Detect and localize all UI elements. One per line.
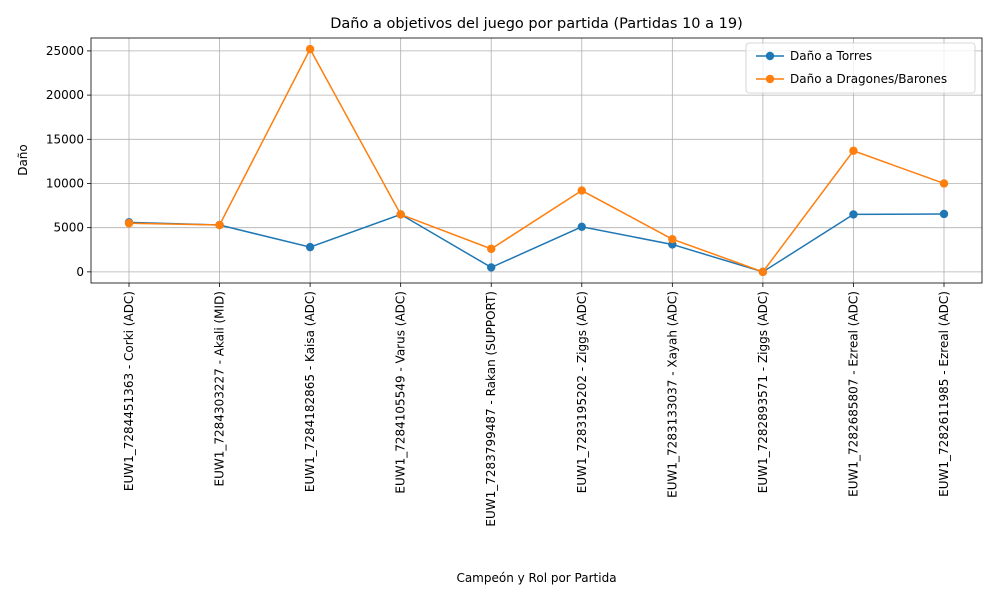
legend-box <box>745 42 976 94</box>
data-point <box>849 210 858 219</box>
y-axis-label: Daño <box>16 144 30 176</box>
data-point <box>577 186 586 195</box>
series-2 <box>124 44 949 277</box>
legend-label: Daño a Dragones/Barones <box>790 72 947 86</box>
x-tick-label: EUW1_7282685807 - Ezreal (ADC) <box>846 291 860 497</box>
data-point <box>305 44 315 54</box>
x-tick-label: EUW1_7282611985 - Ezreal (ADC) <box>937 291 951 497</box>
legend-marker <box>765 51 775 61</box>
y-tick-label: 25000 <box>46 44 84 58</box>
y-axis-ticks: 0 5000 10000 15000 20000 25000 <box>46 44 91 279</box>
x-tick-label: EUW1_7283799487 - Rakan (SUPPORT) <box>484 291 498 527</box>
chart-title: Daño a objetivos del juego por partida (… <box>330 16 743 32</box>
legend-marker <box>765 74 775 84</box>
x-tick-label: EUW1_7284303227 - Akali (MID) <box>213 291 227 486</box>
data-point <box>215 220 224 230</box>
x-tick-label: EUW1_7283133037 - Xayah (ADC) <box>665 291 679 498</box>
data-point <box>758 267 768 277</box>
x-tick-label: EUW1_7284105549 - Varus (ADC) <box>394 291 408 494</box>
series-line <box>128 213 945 273</box>
x-tick-label: EUW1_7283195202 - Ziggs (ADC) <box>575 291 589 493</box>
data-point <box>124 219 134 228</box>
data-point <box>487 244 496 254</box>
data-point <box>939 209 949 219</box>
y-tick-label: 5000 <box>53 221 84 235</box>
x-axis-label: Campeón y Rol por Partida <box>456 571 616 585</box>
data-point <box>668 234 677 244</box>
data-point <box>849 146 858 155</box>
data-point <box>577 222 586 231</box>
series-line <box>128 47 945 273</box>
series-layer <box>124 44 949 277</box>
y-tick-label: 20000 <box>46 88 84 102</box>
legend-entry: Daño a Torres <box>756 49 872 63</box>
legend: Daño a Torres Daño a Dragones/Barones <box>745 42 976 94</box>
x-tick-label: EUW1_7284451363 - Corki (ADC) <box>122 291 136 491</box>
legend-entry: Daño a Dragones/Barones <box>756 72 947 86</box>
data-point <box>396 210 405 219</box>
x-tick-label: EUW1_7284182865 - Kaisa (ADC) <box>303 291 317 492</box>
legend-label: Daño a Torres <box>790 49 872 63</box>
data-point <box>939 179 949 188</box>
x-tick-label: EUW1_7282893571 - Ziggs (ADC) <box>756 291 770 493</box>
y-tick-label: 0 <box>76 265 84 279</box>
y-tick-label: 10000 <box>46 176 84 190</box>
data-point <box>487 263 496 272</box>
y-tick-label: 15000 <box>46 132 84 146</box>
plot-frame <box>90 37 983 284</box>
data-point <box>305 242 315 252</box>
x-axis-ticks: EUW1_7284451363 - Corki (ADC) EUW1_728430… <box>122 283 951 527</box>
grid <box>91 38 982 283</box>
